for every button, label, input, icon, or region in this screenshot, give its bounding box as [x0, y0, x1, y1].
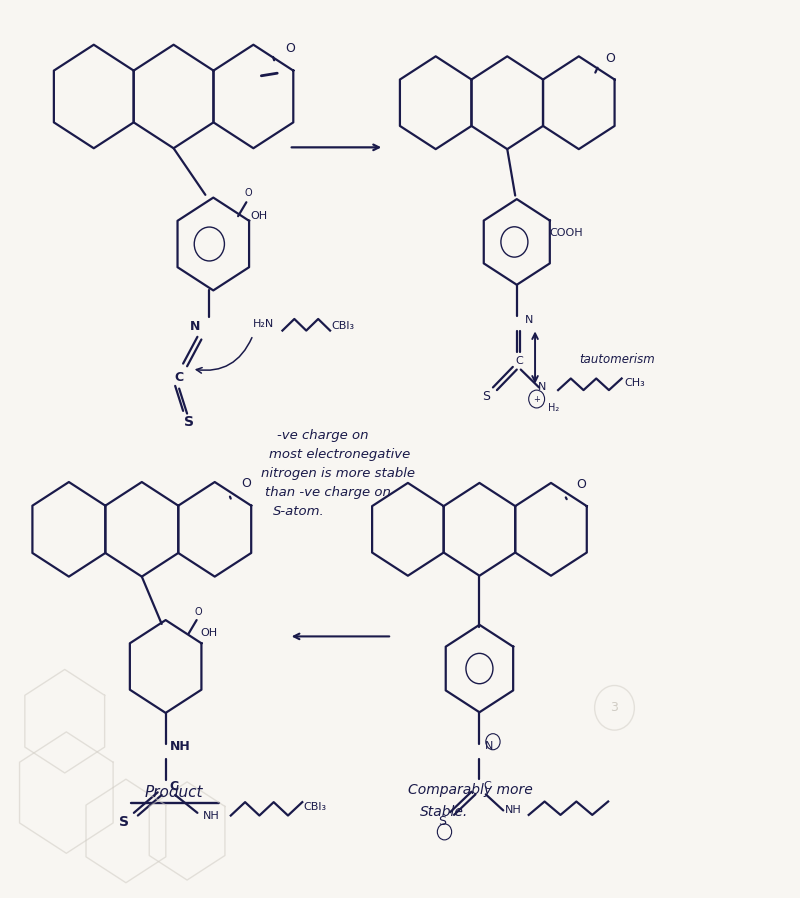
Text: S: S [118, 814, 129, 829]
Text: NH: NH [505, 806, 521, 815]
Text: NH: NH [170, 740, 190, 753]
Text: N: N [538, 383, 546, 392]
Text: most electronegative: most electronegative [269, 448, 410, 461]
Text: than -ve charge on: than -ve charge on [265, 486, 391, 499]
Text: N: N [485, 741, 493, 752]
Text: O: O [245, 188, 252, 198]
Text: C: C [515, 356, 523, 365]
Text: N: N [190, 320, 200, 332]
Text: nitrogen is more stable: nitrogen is more stable [261, 468, 415, 480]
Text: C: C [174, 372, 184, 384]
Text: C: C [169, 780, 178, 794]
Text: OH: OH [250, 211, 267, 221]
Text: NH: NH [203, 811, 220, 821]
Text: CBl₃: CBl₃ [303, 802, 326, 812]
Text: S: S [185, 416, 194, 429]
Text: OH: OH [201, 628, 218, 638]
Text: Stable.: Stable. [420, 806, 468, 819]
Text: H₂: H₂ [548, 403, 559, 413]
Text: O: O [577, 478, 586, 490]
Text: H₂N: H₂N [253, 320, 274, 330]
Text: tautomerism: tautomerism [578, 353, 654, 366]
Text: +: + [534, 394, 540, 403]
Text: S-atom.: S-atom. [273, 505, 325, 518]
Text: Comparably more: Comparably more [408, 783, 533, 797]
Text: C: C [483, 781, 491, 791]
Text: O: O [606, 52, 615, 66]
Text: N: N [525, 315, 533, 325]
Text: CBl₃: CBl₃ [331, 321, 354, 331]
Text: S: S [482, 390, 490, 403]
Text: S: S [438, 814, 446, 828]
Text: COOH: COOH [550, 228, 583, 238]
Text: 3: 3 [610, 701, 618, 714]
Text: CH₃: CH₃ [624, 378, 645, 388]
Text: Product: Product [144, 785, 203, 800]
Text: -ve charge on: -ve charge on [277, 429, 368, 442]
Text: O: O [195, 607, 202, 617]
Text: O: O [241, 477, 250, 489]
Text: O: O [286, 41, 295, 55]
